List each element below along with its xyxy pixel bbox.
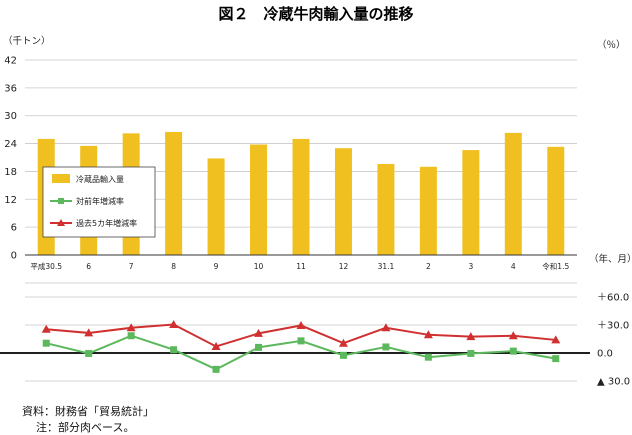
bar-12 bbox=[547, 146, 565, 255]
yoy-point-11 bbox=[509, 347, 517, 355]
x-tick-label: 9 bbox=[214, 262, 219, 271]
x-tick-label: 6 bbox=[86, 262, 91, 271]
5yr-point-0 bbox=[41, 324, 51, 333]
right-unit-label: （％） bbox=[597, 39, 626, 51]
bottom-y-tick-label: ▲ 30.0 bbox=[597, 377, 630, 388]
bar-9 bbox=[419, 166, 437, 255]
5yr-point-3 bbox=[169, 320, 179, 329]
bar-4 bbox=[207, 158, 225, 255]
x-tick-label: 2 bbox=[426, 262, 431, 271]
top-y-tick-label: 18 bbox=[4, 167, 17, 178]
remark-note: 注：部分肉ベース。 bbox=[36, 421, 135, 434]
x-axis-tick-labels: 平成30.5 6 7 8 9 10 11 12 31.1 2 3 4 令和1.5 bbox=[30, 261, 569, 271]
x-tick-label: 10 bbox=[254, 262, 264, 271]
legend-label-yoy: 対前年増減率 bbox=[76, 196, 124, 206]
bar-3 bbox=[165, 131, 183, 255]
top-y-tick-label: 0 bbox=[11, 251, 17, 262]
yoy-point-10 bbox=[467, 349, 475, 357]
x-tick-label: 7 bbox=[129, 262, 134, 271]
bar-10 bbox=[462, 150, 480, 255]
x-tick-label: 12 bbox=[339, 262, 349, 271]
5yr-point-12 bbox=[551, 335, 561, 344]
bar-5 bbox=[250, 144, 268, 255]
top-y-tick-label: 24 bbox=[4, 139, 17, 150]
top-y-tick-label: 12 bbox=[4, 195, 17, 206]
5yr-point-7 bbox=[338, 338, 348, 347]
yoy-point-4 bbox=[212, 365, 220, 373]
yoy-point-9 bbox=[424, 353, 432, 361]
top-unit-label: （千トン） bbox=[3, 35, 51, 47]
yoy-point-8 bbox=[382, 343, 390, 351]
yoy-point-5 bbox=[255, 343, 263, 351]
legend: 冷蔵品輸入量 対前年増減率 過去5カ年増減率 bbox=[42, 166, 156, 238]
x-tick-label: 平成30.5 bbox=[30, 261, 62, 271]
chart-title: 図２ 冷蔵牛肉輸入量の推移 bbox=[218, 5, 413, 23]
top-y-tick-label: 36 bbox=[4, 83, 17, 94]
x-tick-label: 4 bbox=[511, 262, 516, 271]
legend-label-5yr: 過去5カ年増減率 bbox=[76, 218, 137, 228]
yoy-point-3 bbox=[170, 346, 178, 354]
top-y-tick-label: 30 bbox=[4, 111, 17, 122]
5yr-point-9 bbox=[423, 330, 433, 339]
bar-7 bbox=[334, 148, 352, 255]
5yr-point-6 bbox=[296, 320, 306, 329]
top-y-tick-label: 42 bbox=[4, 56, 17, 67]
bottom-y-tick-label: 0.0 bbox=[597, 349, 613, 360]
legend-marker-5yr bbox=[57, 219, 65, 226]
top-y-axis: 42 36 30 24 18 12 6 0 bbox=[4, 56, 17, 262]
x-tick-label: 31.1 bbox=[378, 262, 395, 271]
period-label: （年、月） bbox=[589, 253, 632, 265]
legend-label-bar: 冷蔵品輸入量 bbox=[76, 174, 124, 184]
source-note: 資料：財務省「貿易統計」 bbox=[22, 405, 154, 418]
bottom-y-tick-label: ＋30.0 bbox=[597, 321, 629, 332]
yoy-point-12 bbox=[552, 355, 560, 363]
legend-marker-yoy bbox=[58, 198, 64, 204]
5yr-point-11 bbox=[508, 331, 518, 340]
5yr-point-8 bbox=[381, 323, 391, 332]
top-y-tick-label: 6 bbox=[11, 223, 17, 234]
legend-swatch-bar bbox=[52, 174, 70, 183]
yoy-point-6 bbox=[297, 337, 305, 345]
x-tick-label: 8 bbox=[171, 262, 176, 271]
yoy-point-7 bbox=[339, 351, 347, 359]
5yr-point-5 bbox=[254, 328, 264, 337]
5yr-point-10 bbox=[466, 332, 476, 341]
x-tick-label: 3 bbox=[468, 262, 473, 271]
x-tick-label: 令和1.5 bbox=[542, 261, 569, 271]
bottom-y-axis: ＋60.0 ＋30.0 0.0 ▲ 30.0 bbox=[597, 293, 630, 388]
bar-11 bbox=[504, 132, 522, 255]
bottom-y-tick-label: ＋60.0 bbox=[597, 293, 629, 304]
5yr-point-1 bbox=[84, 328, 94, 337]
5yr-point-2 bbox=[126, 323, 136, 332]
yoy-point-0 bbox=[42, 339, 50, 347]
yoy-point-2 bbox=[127, 332, 135, 340]
bar-8 bbox=[377, 164, 395, 255]
bar-6 bbox=[292, 138, 310, 255]
x-tick-label: 11 bbox=[296, 262, 306, 271]
line-series bbox=[41, 320, 561, 373]
yoy-point-1 bbox=[85, 349, 93, 357]
5yr-point-4 bbox=[211, 341, 221, 350]
